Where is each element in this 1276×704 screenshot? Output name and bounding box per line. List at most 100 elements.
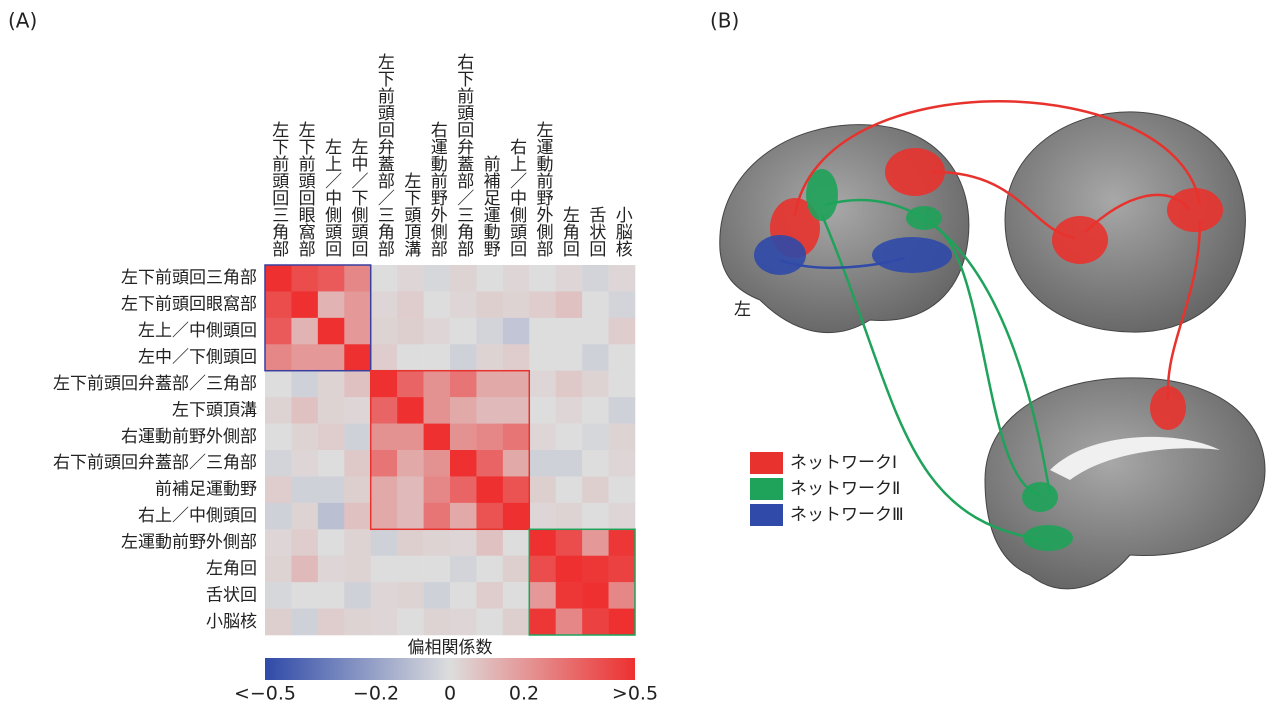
heatmap-cell: [424, 450, 451, 477]
heatmap-cell: [476, 265, 503, 292]
heatmap-cell: [556, 397, 583, 424]
heatmap-cell: [397, 291, 424, 318]
legend-swatch: [750, 478, 783, 500]
heatmap-cell: [424, 291, 451, 318]
heatmap-cell: [582, 503, 609, 530]
heatmap-cell: [529, 450, 556, 477]
heatmap-cell: [582, 371, 609, 398]
heatmap-cell: [291, 265, 318, 292]
heatmap-cell: [318, 582, 345, 609]
heatmap-cell: [291, 556, 318, 583]
heatmap-cell: [609, 318, 636, 345]
heatmap-cell: [450, 291, 477, 318]
colorbar-tick-label: <−0.5: [234, 683, 296, 704]
heatmap-cell: [371, 344, 398, 371]
heatmap-cell: [318, 476, 345, 503]
row-label: 左下頭頂溝: [172, 400, 257, 420]
heatmap-cell: [529, 265, 556, 292]
row-label: 左中／下側頭回: [138, 348, 257, 368]
heatmap-cell: [450, 582, 477, 609]
heatmap-cell: [265, 371, 292, 398]
heatmap-cell: [397, 397, 424, 424]
heatmap-cell: [556, 424, 583, 451]
heatmap-cell: [582, 556, 609, 583]
heatmap-cell: [424, 476, 451, 503]
heatmap-cell: [265, 582, 292, 609]
heatmap-cell: [291, 291, 318, 318]
heatmap-cell: [582, 318, 609, 345]
heatmap-cell: [265, 265, 292, 292]
heatmap-cell: [582, 450, 609, 477]
row-label: 左上／中側頭回: [138, 321, 257, 341]
heatmap-cell: [397, 265, 424, 292]
heatmap-cell: [450, 609, 477, 636]
heatmap-cell: [503, 397, 530, 424]
heatmap-cell: [424, 371, 451, 398]
heatmap-cell: [556, 556, 583, 583]
heatmap-cell: [344, 371, 371, 398]
heatmap-cell: [476, 318, 503, 345]
colorbar-tick-label: −0.2: [353, 683, 399, 704]
heatmap-cell: [424, 503, 451, 530]
heatmap-cell: [476, 529, 503, 556]
heatmap-cell: [265, 397, 292, 424]
heatmap-cell: [556, 318, 583, 345]
heatmap-cell: [450, 450, 477, 477]
heatmap-cell: [371, 424, 398, 451]
heatmap-cell: [609, 291, 636, 318]
legend-swatch: [750, 504, 783, 526]
heatmap-cell: [556, 529, 583, 556]
heatmap-cell: [371, 291, 398, 318]
heatmap-cell: [265, 291, 292, 318]
heatmap-cell: [424, 529, 451, 556]
heatmap-cell: [397, 318, 424, 345]
heatmap-cell: [397, 424, 424, 451]
heatmap-cell: [609, 556, 636, 583]
heatmap-cell: [371, 476, 398, 503]
row-label: 右下前頭回弁蓋部／三角部: [53, 453, 257, 473]
heatmap-cell: [344, 424, 371, 451]
heatmap-cell: [371, 318, 398, 345]
colorbar-tick-label: 0: [444, 683, 456, 704]
colorbar: [265, 658, 635, 680]
heatmap-cell: [556, 450, 583, 477]
colorbar-tick-label: 0.2: [509, 683, 539, 704]
heatmap-cell: [291, 609, 318, 636]
heatmap-cell: [344, 318, 371, 345]
row-label: 舌状回: [206, 585, 257, 605]
heatmap-cell: [344, 476, 371, 503]
heatmap-cell: [503, 609, 530, 636]
heatmap-cell: [344, 582, 371, 609]
heatmap-cell: [582, 476, 609, 503]
heatmap-cell: [424, 397, 451, 424]
heatmap-cell: [582, 424, 609, 451]
heatmap-cell: [371, 397, 398, 424]
heatmap-cell: [556, 265, 583, 292]
heatmap-cell: [556, 476, 583, 503]
heatmap-cell: [582, 582, 609, 609]
heatmap-cell: [371, 265, 398, 292]
column-label: 左下頭頂溝: [400, 172, 421, 257]
row-label: 前補足運動野: [155, 480, 257, 500]
heatmap-cell: [609, 476, 636, 503]
heatmap-cell: [476, 344, 503, 371]
heatmap-cell: [291, 344, 318, 371]
heatmap-cell: [503, 344, 530, 371]
heatmap-cell: [529, 503, 556, 530]
heatmap-cell: [556, 371, 583, 398]
heatmap-cell: [503, 291, 530, 318]
heatmap-cell: [318, 344, 345, 371]
row-label: 左運動前野外側部: [121, 533, 257, 553]
heatmap-cell: [291, 318, 318, 345]
heatmap-cell: [476, 476, 503, 503]
heatmap-cell: [371, 503, 398, 530]
heatmap-cell: [397, 582, 424, 609]
heatmap-cell: [291, 582, 318, 609]
heatmap-cell: [556, 344, 583, 371]
panel-label: (A): [8, 9, 37, 33]
heatmap-cell: [371, 609, 398, 636]
heatmap-cell: [344, 503, 371, 530]
heatmap-cell: [265, 529, 292, 556]
heatmap-cell: [476, 424, 503, 451]
heatmap-cell: [556, 582, 583, 609]
